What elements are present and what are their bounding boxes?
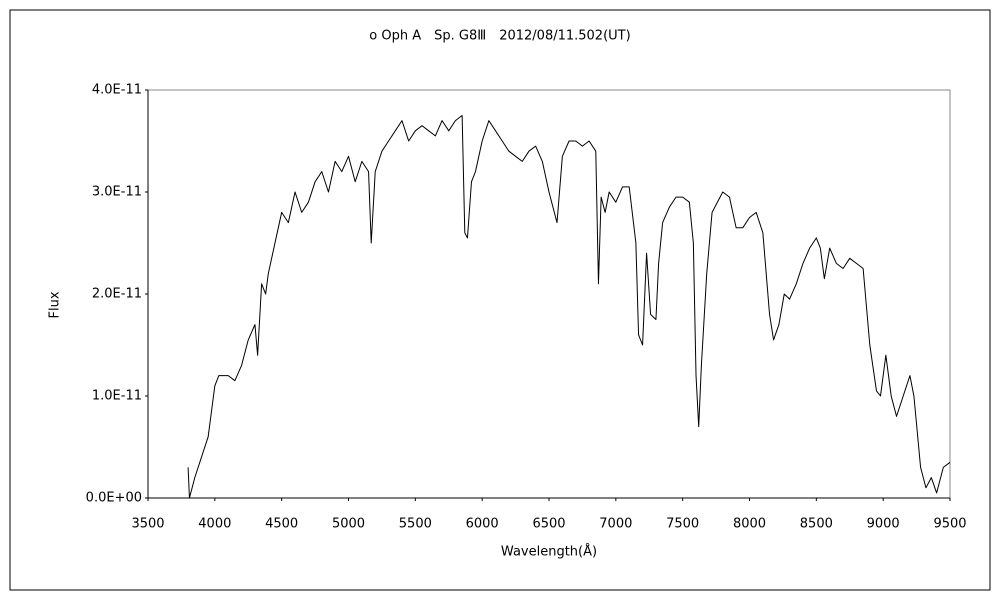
x-tick-label: 5000 <box>332 517 365 532</box>
x-tick-label: 4500 <box>265 517 298 532</box>
x-tick-label: 4000 <box>198 517 231 532</box>
x-tick-label: 8000 <box>733 517 766 532</box>
y-axis-label: Flux <box>48 291 63 318</box>
x-tick-label: 7000 <box>599 517 632 532</box>
x-tick-label: 8500 <box>800 517 833 532</box>
chart-title: ο Oph A Sp. G8Ⅲ 2012/08/11.502(UT) <box>369 29 630 44</box>
y-tick-label: 1.0E-11 <box>92 389 142 404</box>
y-tick-label: 2.0E-11 <box>92 287 142 302</box>
x-tick-label: 9000 <box>867 517 900 532</box>
x-tick-label: 5500 <box>399 517 432 532</box>
x-tick-label: 6000 <box>466 517 499 532</box>
y-tick-label: 3.0E-11 <box>92 185 142 200</box>
chart-frame <box>9 9 991 591</box>
x-tick-label: 7500 <box>666 517 699 532</box>
x-tick-label: 9500 <box>933 517 966 532</box>
x-tick-label: 6500 <box>532 517 565 532</box>
x-tick-label: 3500 <box>131 517 164 532</box>
spectrum-line <box>187 115 951 499</box>
x-axis-label: Wavelength(Å) <box>501 544 597 560</box>
y-tick-label: 4.0E-11 <box>92 83 142 98</box>
y-tick-label: 0.0E+00 <box>86 491 142 506</box>
